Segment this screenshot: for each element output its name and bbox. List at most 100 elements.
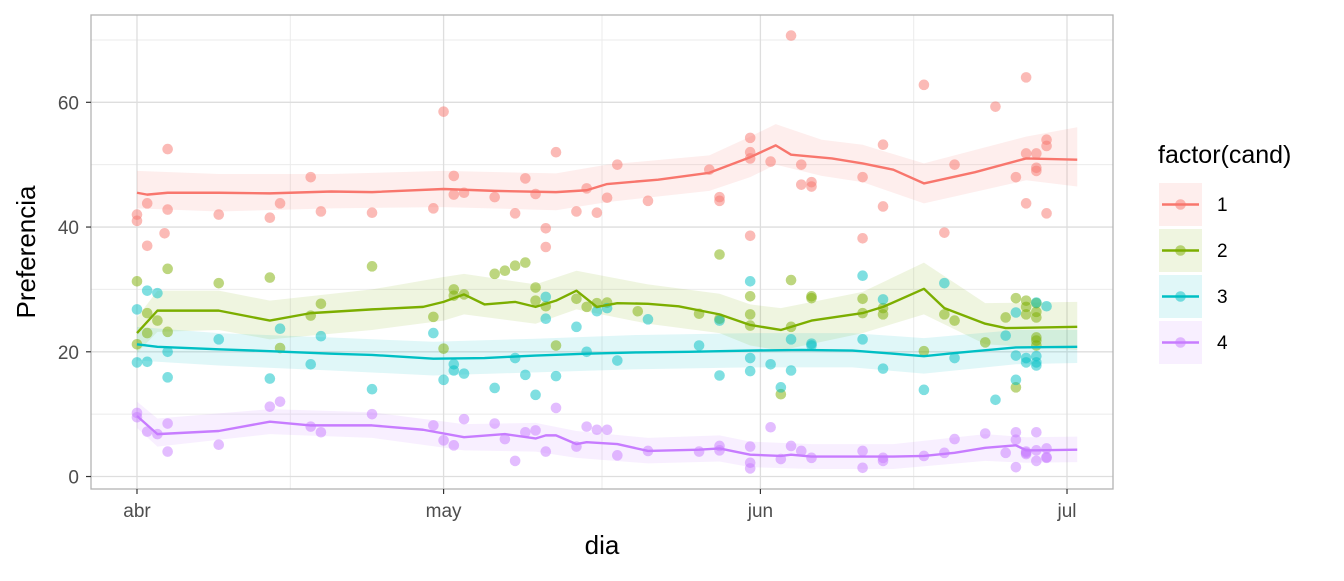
legend-key-point — [1175, 199, 1186, 210]
data-point-series-2 — [141, 307, 153, 319]
data-point-series-3 — [520, 369, 531, 381]
data-point-series-3 — [744, 352, 756, 364]
data-point-series-3 — [1031, 297, 1042, 308]
data-point-series-1 — [990, 101, 1001, 112]
data-point-series-2 — [520, 257, 531, 268]
data-point-series-3 — [714, 315, 725, 326]
data-point-series-1 — [141, 198, 153, 209]
legend-title: factor(cand) — [1158, 141, 1291, 169]
data-point-series-1 — [315, 206, 327, 217]
data-point-series-3 — [612, 355, 623, 366]
data-point-series-3 — [305, 358, 317, 370]
x-tick-label: jun — [747, 501, 773, 522]
data-point-series-1 — [765, 156, 776, 167]
data-point-series-4 — [162, 446, 173, 457]
data-point-series-2 — [509, 260, 521, 272]
data-point-series-2 — [1020, 301, 1032, 313]
data-point-series-4 — [438, 435, 449, 446]
data-point-series-1 — [1020, 148, 1032, 159]
data-point-series-2 — [366, 261, 378, 272]
legend: factor(cand) 1 2 3 4 — [1158, 141, 1291, 364]
data-point-series-1 — [530, 188, 541, 200]
data-point-series-1 — [428, 203, 439, 214]
data-point-series-1 — [141, 240, 153, 252]
data-point-series-3 — [642, 314, 654, 325]
data-point-series-4 — [785, 440, 797, 452]
data-point-series-3 — [1010, 350, 1022, 361]
data-point-series-3 — [918, 384, 930, 396]
data-point-series-3 — [949, 352, 960, 364]
data-point-series-3 — [877, 294, 889, 305]
data-point-series-2 — [530, 282, 541, 293]
data-point-series-1 — [918, 79, 930, 91]
data-point-series-3 — [213, 334, 225, 345]
panel-border — [90, 14, 1114, 490]
data-point-series-1 — [448, 189, 460, 200]
data-point-series-2 — [918, 345, 930, 357]
axes: abr may jun jul 0 20 40 60 — [58, 14, 1114, 522]
data-point-series-1 — [550, 146, 562, 158]
data-point-series-3 — [591, 305, 603, 317]
legend-label: 3 — [1217, 287, 1228, 308]
legend-label: 2 — [1217, 241, 1228, 262]
data-point-series-2 — [131, 276, 143, 287]
data-point-series-2 — [162, 326, 173, 338]
data-point-series-3 — [1010, 374, 1022, 386]
data-point-series-2 — [949, 315, 960, 326]
data-point-series-4 — [857, 445, 868, 457]
data-point-series-3 — [939, 277, 950, 289]
data-point-series-1 — [540, 223, 552, 234]
data-point-series-1 — [1020, 72, 1032, 83]
data-point-series-3 — [857, 270, 868, 282]
data-point-series-3 — [744, 276, 756, 287]
data-point-series-3 — [438, 374, 449, 386]
data-point-series-1 — [857, 232, 868, 244]
data-point-series-1 — [520, 173, 531, 184]
data-point-series-1 — [877, 201, 889, 212]
data-point-series-4 — [795, 445, 807, 457]
data-point-series-1 — [274, 198, 286, 209]
data-point-series-1 — [1041, 208, 1052, 219]
data-point-series-1 — [857, 171, 868, 183]
x-tick-label: may — [426, 501, 462, 522]
data-point-series-3 — [162, 372, 173, 383]
data-point-series-4 — [612, 450, 623, 461]
data-point-series-1 — [366, 207, 378, 219]
data-point-series-2 — [744, 290, 756, 302]
data-point-series-1 — [540, 241, 552, 253]
data-point-series-4 — [520, 426, 531, 438]
data-point-series-4 — [509, 455, 521, 467]
data-point-series-4 — [458, 413, 470, 425]
data-point-series-2 — [1000, 312, 1011, 323]
data-point-series-4 — [550, 402, 562, 414]
data-point-series-3 — [509, 352, 521, 364]
y-tick-label: 60 — [58, 93, 79, 114]
data-point-series-2 — [1020, 309, 1032, 320]
data-point-series-2 — [939, 309, 950, 320]
data-point-series-4 — [693, 446, 705, 457]
data-point-series-1 — [1031, 148, 1042, 159]
data-point-series-4 — [806, 452, 817, 464]
data-point-series-4 — [581, 421, 592, 432]
data-point-series-4 — [744, 463, 756, 474]
data-point-series-2 — [806, 292, 817, 304]
data-point-series-4 — [877, 452, 889, 464]
data-point-series-3 — [775, 382, 787, 393]
data-point-series-2 — [571, 293, 582, 305]
data-point-series-1 — [785, 30, 797, 41]
data-point-series-3 — [714, 370, 725, 381]
data-point-series-4 — [213, 439, 225, 451]
legend-entry-4: 4 — [1159, 321, 1228, 364]
data-point-series-2 — [1031, 312, 1042, 323]
data-point-series-1 — [213, 209, 225, 220]
data-point-series-1 — [264, 212, 276, 223]
data-point-series-3 — [877, 363, 889, 374]
x-axis-title: dia — [585, 530, 620, 560]
y-tick-label: 0 — [68, 468, 79, 489]
y-tick-label: 20 — [58, 343, 79, 364]
y-tick-label: 40 — [58, 218, 79, 239]
data-point-series-3 — [162, 346, 173, 358]
data-point-series-3 — [540, 313, 552, 325]
